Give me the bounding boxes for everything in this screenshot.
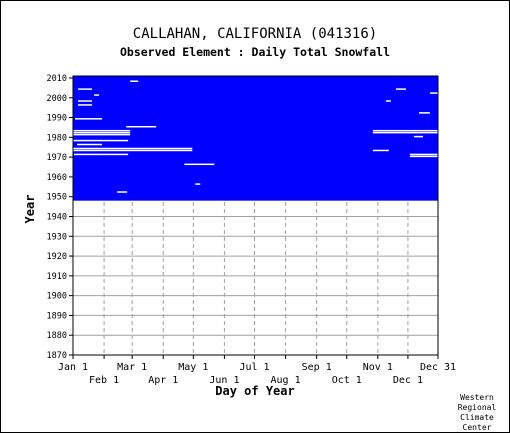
y-tick-label: 1910 bbox=[47, 272, 67, 282]
missing-data-segment bbox=[372, 129, 438, 132]
y-tick-label: 1980 bbox=[47, 133, 67, 143]
x-tick-label: Nov 1 bbox=[363, 362, 393, 373]
x-tick-label: Mar 1 bbox=[117, 362, 147, 373]
missing-data-segment bbox=[195, 183, 201, 185]
missing-data-segment bbox=[130, 80, 139, 82]
y-tick-label: 1870 bbox=[47, 351, 67, 361]
plot-axes: 1870 1880 1890 1900 1910 1920 1930 1940 1950 1960… bbox=[47, 74, 457, 386]
x-tick-label: Dec 1 bbox=[393, 375, 423, 386]
x-tick-label: Oct 1 bbox=[332, 375, 362, 386]
y-tick-label: 1940 bbox=[47, 212, 67, 222]
missing-data-segment bbox=[77, 143, 103, 146]
missing-data-segment bbox=[75, 118, 103, 120]
observed-data-band bbox=[73, 76, 438, 201]
credit-line-4: Center bbox=[463, 423, 492, 432]
y-tick-label: 1920 bbox=[47, 252, 67, 262]
missing-data-segment bbox=[395, 88, 406, 90]
y-tick-label: 2000 bbox=[47, 94, 67, 104]
missing-data-segment bbox=[73, 131, 131, 134]
x-tick-label: Jan 1 bbox=[58, 362, 88, 373]
missing-data-segment bbox=[74, 153, 129, 156]
x-tick-label: Feb 1 bbox=[89, 375, 119, 386]
y-tick-label: 1900 bbox=[47, 292, 67, 302]
y-tick-label: 1890 bbox=[47, 311, 67, 321]
x-tick-label: Aug 1 bbox=[271, 375, 301, 386]
x-tick-label: Apr 1 bbox=[148, 375, 178, 386]
missing-data-segment bbox=[73, 139, 129, 142]
y-tick-label: 1880 bbox=[47, 331, 67, 341]
x-tick-label: Jun 1 bbox=[209, 375, 239, 386]
missing-data-segment bbox=[73, 129, 131, 132]
credit-line-2: Regional bbox=[458, 403, 497, 412]
credit-line-1: Western bbox=[460, 393, 494, 402]
credit-line-3: Climate bbox=[460, 413, 494, 422]
missing-data-segment bbox=[413, 135, 423, 138]
y-tick-label: 1950 bbox=[47, 193, 67, 203]
missing-data-segment bbox=[126, 125, 157, 128]
missing-data-segment bbox=[184, 163, 215, 166]
missing-data-segment bbox=[385, 100, 391, 102]
chart-title: CALLAHAN, CALIFORNIA (041316) bbox=[133, 26, 377, 42]
plot-border bbox=[72, 75, 439, 356]
missing-data-segment bbox=[409, 153, 438, 156]
chart-subtitle: Observed Element : Daily Total Snowfall bbox=[120, 45, 390, 59]
missing-data-segment bbox=[372, 131, 438, 134]
missing-data-segment bbox=[409, 155, 438, 158]
missing-data-segment bbox=[78, 88, 93, 90]
x-tick-label: Sep 1 bbox=[302, 362, 332, 373]
plot-data bbox=[73, 76, 438, 201]
missing-data-segment bbox=[73, 133, 131, 136]
missing-data-segment bbox=[73, 147, 193, 150]
x-tick-label: May 1 bbox=[178, 362, 208, 373]
missing-data-segment bbox=[94, 94, 100, 96]
missing-data-segment bbox=[78, 104, 93, 106]
missing-data-segment bbox=[418, 112, 430, 114]
y-tick-label: 1970 bbox=[47, 153, 67, 163]
y-tick-label: 1930 bbox=[47, 232, 67, 242]
y-axis-label: Year bbox=[23, 195, 37, 224]
y-tick-label: 1990 bbox=[47, 114, 67, 124]
missing-data-segment bbox=[78, 100, 93, 102]
y-tick-label: 2010 bbox=[47, 74, 67, 84]
missing-data-segment bbox=[117, 191, 128, 193]
missing-data-segment bbox=[429, 92, 438, 94]
missing-data-segment bbox=[73, 149, 193, 152]
y-tick-label: 1960 bbox=[47, 173, 67, 183]
x-axis-label: Day of Year bbox=[215, 384, 294, 398]
x-tick-label: Jul 1 bbox=[239, 362, 269, 373]
missing-data-segment bbox=[372, 149, 389, 152]
x-tick-label: Dec 31 bbox=[420, 362, 456, 373]
